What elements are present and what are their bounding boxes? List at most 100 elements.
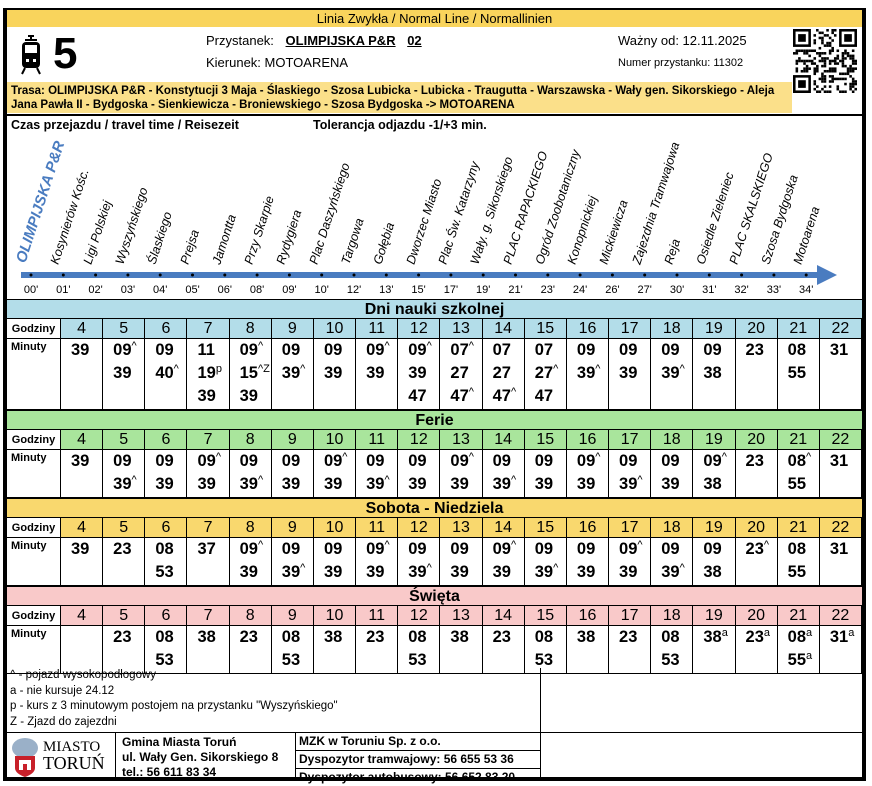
departure: 09^ — [492, 539, 517, 558]
departure: 53 — [281, 651, 301, 669]
departure: 09 — [239, 452, 258, 470]
departure-note: ^ — [215, 451, 221, 463]
line-number: 5 — [53, 29, 78, 78]
departure: 31 — [829, 341, 849, 359]
minute-cell: 38 — [187, 626, 230, 674]
logo-text: MIASTO TORUŃ — [43, 739, 105, 772]
hour-cell: 17 — [609, 606, 652, 626]
departure: 47 — [408, 387, 427, 405]
hour-cell: 14 — [482, 430, 525, 450]
hour-cell: 10 — [313, 319, 357, 339]
departure: 40^ — [155, 363, 179, 382]
departure: 09 — [661, 341, 680, 359]
departure: 39^ — [492, 474, 517, 493]
minute-cell: 38a — [693, 626, 736, 674]
hour-cell: 4 — [61, 518, 104, 538]
departure-note: ^ — [595, 363, 601, 375]
minutes-row: Minuty 39 09^ 39 09 40^ 11 19p 39 09^ 15^Z 39 09 39^ 0… — [7, 339, 862, 410]
minute-cell: 23 — [103, 626, 146, 674]
departure: 39^ — [661, 562, 685, 581]
departure: 11 — [197, 341, 215, 359]
departure: 39^ — [534, 562, 559, 581]
hour-cell: 16 — [566, 319, 610, 339]
departure: 08 — [661, 628, 680, 646]
departure: 23 — [492, 628, 511, 646]
minute-cell: 23a — [735, 626, 778, 674]
stop-info: Przystanek: OLIMPIJSKA P&R 02 — [206, 33, 422, 48]
departure: 39^ — [281, 363, 306, 382]
departure: 09 — [661, 452, 680, 470]
minute-cell: 09 39^ — [566, 339, 610, 410]
hour-cell: 15 — [524, 518, 567, 538]
minute-cell: 11 19p 39 — [187, 339, 230, 410]
hour-cell: 18 — [651, 430, 694, 450]
departure: 09 — [113, 452, 132, 470]
stop-dot — [643, 273, 647, 277]
stop-dot — [352, 273, 356, 277]
departure: 09 — [576, 540, 596, 558]
stop-dot — [740, 273, 744, 277]
hours-row: Godziny 4 5 6 7 8 9 10 11 12 13 14 15 16 17 18 19 20 21 22 — [7, 430, 862, 450]
departure: 39 — [534, 475, 554, 493]
departure-note: ^ — [342, 451, 348, 463]
departure: 53 — [408, 651, 427, 669]
hour-cell: 11 — [356, 606, 399, 626]
hour-cell: 14 — [482, 606, 525, 626]
departure-note: ^ — [257, 539, 264, 551]
stop-time: 24' — [572, 284, 588, 296]
minute-cell: 39 — [61, 450, 104, 498]
hour-cell: 7 — [187, 430, 230, 450]
departure: 39^ — [576, 363, 601, 382]
minute-cell: 09^ 39 — [482, 538, 525, 586]
departure: 39 — [71, 540, 90, 558]
departure: 08 — [787, 540, 807, 558]
minutes-label: Minuty — [7, 339, 61, 410]
departure-note: a — [806, 650, 813, 662]
section-title: Dni nauki szkolnej — [7, 299, 862, 319]
minute-cell: 23 — [735, 450, 778, 498]
hour-cell: 14 — [482, 319, 525, 339]
departure: 55 — [787, 475, 807, 493]
stop-dot — [29, 273, 33, 277]
minute-cell: 09 39^ — [524, 538, 567, 586]
minute-cell: 23 — [482, 626, 525, 674]
stop-dot — [804, 273, 808, 277]
coat-of-arms-icon — [12, 738, 38, 777]
minute-cell: 09^ 39 — [313, 450, 357, 498]
departure: 39^ — [239, 474, 264, 493]
hour-cell: 12 — [398, 319, 441, 339]
minute-cell: 09^ 39 — [609, 538, 652, 586]
departure: 38 — [576, 628, 596, 646]
hour-cell: 4 — [61, 430, 104, 450]
stop-dot — [61, 273, 65, 277]
timetable-sections: Dni nauki szkolnej Godziny 4 5 6 7 8 9 10 11 12 13 1… — [7, 299, 862, 674]
hours-row: Godziny 4 5 6 7 8 9 10 11 12 13 14 15 16 17 18 19 20 21 22 — [7, 319, 862, 339]
legend-item: ^ - pojazd wysokopodłogowy — [10, 669, 157, 681]
minute-cell: 31a — [819, 626, 862, 674]
departure: 08 — [155, 628, 174, 646]
hour-cell: 6 — [145, 518, 188, 538]
departure-note: a — [848, 627, 855, 639]
departure: 09 — [492, 452, 511, 470]
departure: 09 — [155, 452, 174, 470]
departure-note: ^ — [679, 562, 685, 574]
line-type-banner: Linia Zwykła / Normal Line / Normallinie… — [7, 10, 862, 27]
minutes-row: Minuty 39 23 08 53 37 09^ 39 09 39^ 09 39 09^ 39 09 39^… — [7, 538, 862, 586]
legend: ^ - pojazd wysokopodłogowy a - nie kursuj… — [7, 668, 541, 732]
stop-dot — [384, 273, 388, 277]
minute-cell: 09 39^ — [482, 450, 525, 498]
departure: 15^Z — [239, 363, 270, 382]
departure: 09^ — [366, 539, 390, 558]
departure-note: ^ — [595, 451, 601, 463]
departure: 09 — [366, 452, 385, 470]
stop-time: 30' — [669, 284, 685, 296]
stop-dot — [255, 273, 259, 277]
departure: 09 — [703, 341, 722, 359]
legend-item: p - kurs z 3 minutowym postojem na przys… — [10, 700, 338, 712]
hour-cell: 21 — [777, 430, 820, 450]
departure: 47 — [534, 387, 554, 405]
hour-cell: 18 — [651, 606, 694, 626]
stop-time: 31' — [702, 284, 717, 296]
stop-time: 17' — [443, 284, 459, 296]
departure: 38 — [703, 364, 722, 382]
